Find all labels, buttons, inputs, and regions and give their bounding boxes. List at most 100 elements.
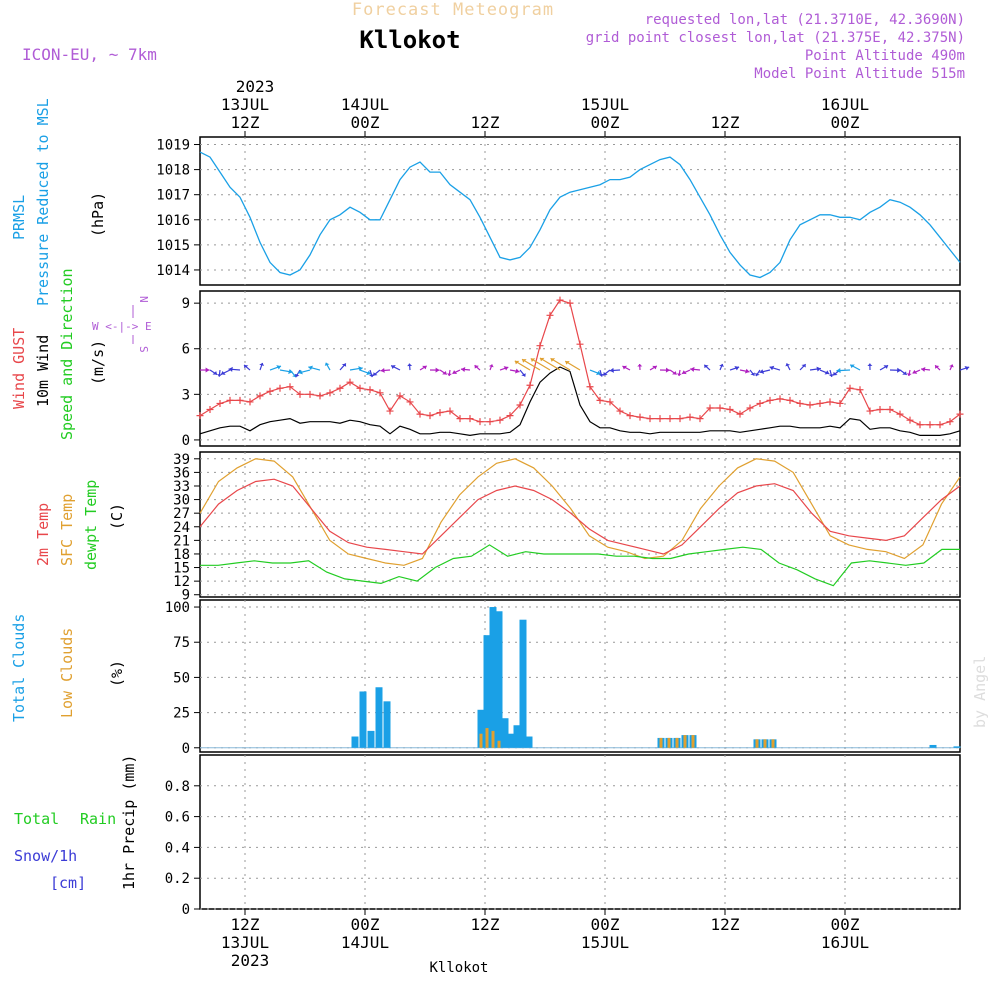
- low-cloud-bar: [667, 737, 671, 748]
- credit-text: by Angel: [971, 656, 989, 728]
- wind-arrow-head: [259, 362, 265, 366]
- gust-marker: [536, 342, 544, 350]
- clouds-panel: 0 25 50 75 100: [165, 599, 961, 757]
- dewpt-label: dewpt Temp: [82, 480, 100, 570]
- point-altitude: Point Altitude 490m: [805, 48, 965, 64]
- gust-marker: [906, 416, 914, 424]
- dewpt-line: [200, 544, 960, 587]
- gust-marker: [216, 399, 224, 407]
- model-label: ICON-EU, ~ 7km: [22, 45, 157, 64]
- wind-arrow-head: [565, 361, 570, 365]
- y-tick-label: 1016: [156, 213, 190, 229]
- wind-arrow-head: [750, 372, 755, 376]
- y-tick-label: 0: [182, 741, 190, 757]
- gust-marker: [196, 412, 204, 420]
- gust-marker: [276, 384, 284, 392]
- wind-arrow-head: [801, 364, 806, 368]
- wind-arrow-head: [785, 363, 791, 367]
- wind-arrow-head: [366, 370, 371, 375]
- wind-arrow-head: [867, 363, 873, 366]
- gust-marker: [776, 395, 784, 403]
- sfc-temp-line: [199, 458, 961, 566]
- low-cloud-bar: [691, 735, 695, 748]
- wind-arrow-head: [652, 365, 657, 370]
- compass-icon: N W <-|-> E S: [92, 296, 152, 353]
- y-tick-label: 0: [182, 433, 190, 449]
- wind-arrow-head: [228, 366, 233, 372]
- top-date-label: 15JUL: [581, 95, 629, 114]
- y-tick-label: 39: [173, 452, 190, 468]
- gust-marker: [886, 406, 894, 414]
- wind-arrow-head: [212, 371, 218, 375]
- y-tick-label: 24: [173, 520, 190, 536]
- wind-arrow-head: [850, 364, 855, 369]
- gust-marker: [916, 421, 924, 429]
- wind-arrow-head: [598, 373, 604, 377]
- bottom-hour-label: 12Z: [471, 915, 500, 934]
- wind-arrow-head: [596, 370, 601, 375]
- gust-marker: [446, 407, 454, 415]
- y-tick-label: 100: [165, 600, 190, 616]
- gust-marker: [466, 415, 474, 423]
- low-cloud-bar: [675, 737, 679, 748]
- wind-arrow-head: [217, 374, 222, 377]
- year-top: 2023: [236, 77, 275, 96]
- y-tick-label: 0.2: [165, 871, 190, 887]
- wind-arrow-head: [276, 365, 281, 370]
- wind-arrow-head: [759, 369, 765, 374]
- top-hour-label: 00Z: [831, 113, 860, 132]
- wind-arrow-head: [358, 366, 363, 372]
- pressure-panel: 1014 1015 1016 1017 1018 1019: [156, 136, 961, 286]
- panel-frame: [199, 754, 961, 910]
- wind-arrow-head: [488, 364, 494, 368]
- total-cloud-bar: [501, 718, 509, 748]
- snow-unit-label: [cm]: [50, 874, 86, 892]
- wind-arrow-head: [324, 362, 330, 366]
- precipitation-panel: 0 0.2 0.4 0.6 0.8: [165, 754, 961, 918]
- wind10-label: 10m Wind: [34, 335, 52, 407]
- precip-axis-label: 1hr Precip (mm): [120, 755, 138, 890]
- t2m-line: [199, 478, 961, 555]
- gust-marker: [416, 410, 424, 418]
- wind-arrow-head: [380, 367, 385, 373]
- gust-marker: [796, 399, 804, 407]
- y-tick-label: 0.4: [165, 840, 190, 856]
- gust-marker: [736, 410, 744, 418]
- wind-arrow-head: [824, 370, 830, 375]
- y-tick-label: 50: [173, 670, 190, 686]
- gust-marker: [286, 383, 294, 391]
- wind-arrow-head: [288, 369, 293, 374]
- total-cloud-bar: [953, 746, 961, 748]
- gust-marker: [206, 406, 214, 414]
- low-cloud-bar: [659, 737, 663, 748]
- gust-marker: [586, 383, 594, 391]
- y-tick-label: 9: [182, 588, 190, 604]
- gust-marker: [366, 386, 374, 394]
- pressure-unit-label: (hPa): [89, 192, 107, 237]
- gust-marker: [556, 296, 564, 304]
- gust-marker: [316, 392, 324, 400]
- low-cloud-bar: [683, 735, 687, 748]
- low-cloud-bar: [497, 740, 501, 748]
- wind-arrow-head: [744, 368, 750, 374]
- wind-arrow-head: [935, 365, 940, 369]
- gust-marker: [426, 412, 434, 420]
- wind-arrow: [550, 357, 571, 371]
- total-cloud-bar: [375, 687, 383, 748]
- low-cloud-bar: [479, 733, 483, 748]
- wind-arrow-head: [734, 365, 740, 371]
- wind-arrow-head: [690, 366, 695, 372]
- pressure-line: [199, 151, 961, 279]
- total-cloud-bar: [507, 733, 515, 748]
- chart-title: Forecast Meteogram: [352, 0, 554, 20]
- wind-arrow: [530, 357, 551, 371]
- gust-marker: [956, 410, 964, 418]
- panel-frame: [199, 451, 961, 598]
- total-cloud-bar: [483, 635, 491, 748]
- gust-marker: [726, 406, 734, 414]
- top-date-label: 16JUL: [821, 95, 869, 114]
- wind-arrow-head: [769, 365, 775, 371]
- wind-arrow: [521, 358, 541, 371]
- wind-arrow-head: [920, 366, 926, 372]
